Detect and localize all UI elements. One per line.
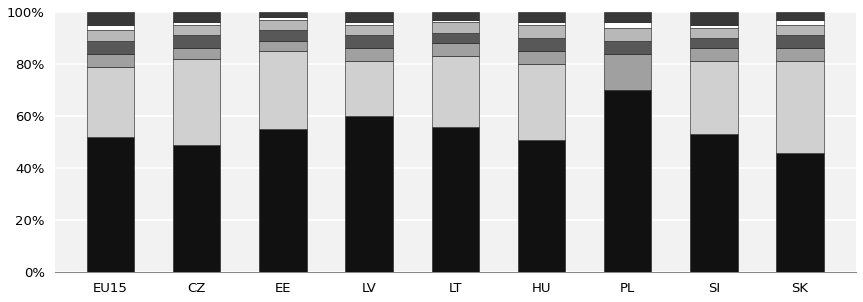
Bar [87,54,135,67]
Bar [432,22,479,33]
Bar [259,30,306,40]
Bar [87,30,135,40]
Bar [777,61,824,153]
Bar [432,56,479,127]
Bar [345,48,393,61]
Bar [432,43,479,56]
Bar [432,20,479,22]
Bar [432,33,479,43]
Bar [345,116,393,272]
Bar [777,20,824,25]
Bar [777,35,824,48]
Bar [173,22,220,25]
Bar [173,35,220,48]
Bar [259,51,306,129]
Bar [604,90,652,272]
Bar [690,38,738,48]
Bar [87,40,135,54]
Bar [345,25,393,35]
Bar [690,12,738,25]
Bar [777,48,824,61]
Bar [173,145,220,272]
Bar [173,12,220,22]
Bar [345,35,393,48]
Bar [777,25,824,35]
Bar [259,17,306,20]
Bar [690,134,738,272]
Bar [518,140,565,272]
Bar [259,129,306,272]
Bar [518,12,565,22]
Bar [604,40,652,54]
Bar [690,61,738,134]
Bar [345,61,393,116]
Bar [87,67,135,137]
Bar [87,137,135,272]
Bar [690,48,738,61]
Bar [259,20,306,30]
Bar [518,22,565,25]
Bar [432,127,479,272]
Bar [604,54,652,90]
Bar [604,12,652,22]
Bar [518,51,565,64]
Bar [345,22,393,25]
Bar [87,25,135,30]
Bar [604,27,652,40]
Bar [518,25,565,38]
Bar [690,27,738,38]
Bar [87,12,135,25]
Bar [173,48,220,59]
Bar [777,153,824,272]
Bar [345,12,393,22]
Bar [777,12,824,20]
Bar [259,12,306,17]
Bar [518,64,565,140]
Bar [173,25,220,35]
Bar [690,25,738,27]
Bar [604,22,652,27]
Bar [173,59,220,145]
Bar [518,38,565,51]
Bar [259,40,306,51]
Bar [432,12,479,20]
